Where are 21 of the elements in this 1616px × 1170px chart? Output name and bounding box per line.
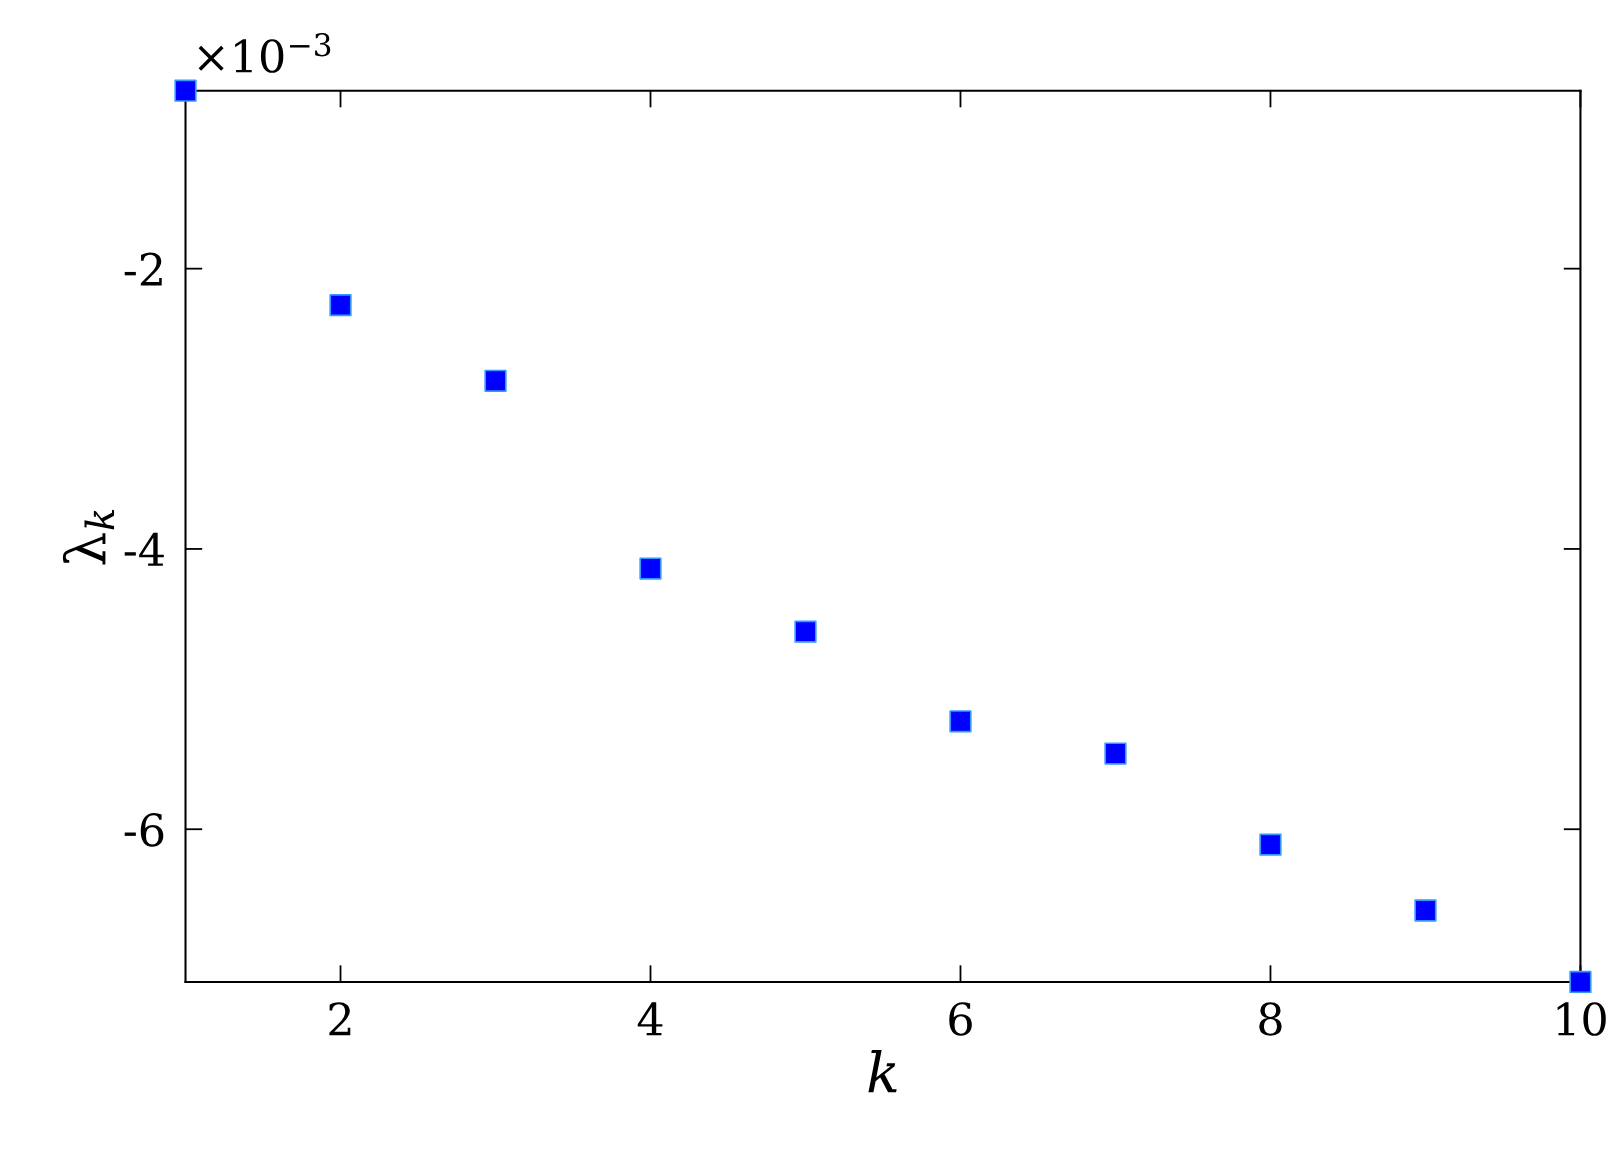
point (1259, 833, 1282, 856)
y-tick-label: -4 (124, 532, 164, 566)
point (484, 369, 507, 392)
y-tick-label: -6 (124, 813, 164, 847)
x-tick-label: 8 (1259, 1002, 1282, 1036)
x-tick-label: 2 (329, 1002, 351, 1036)
y-axis-title: λ$_{k}$ (62, 509, 115, 565)
point (794, 620, 817, 643)
point (329, 293, 352, 317)
point (949, 710, 972, 733)
point (639, 557, 662, 580)
point (1104, 742, 1127, 765)
text: ×10$^{−3}$ (198, 32, 331, 73)
point (1414, 899, 1437, 922)
x-tick-label: 6 (949, 1002, 972, 1036)
y-tick-label: -2 (124, 252, 162, 286)
point (174, 79, 197, 102)
point (1569, 970, 1592, 994)
x-tick-label: 10 (1557, 1002, 1606, 1036)
x-axis-title: k (868, 1049, 897, 1093)
x-tick-label: 4 (637, 1002, 663, 1036)
